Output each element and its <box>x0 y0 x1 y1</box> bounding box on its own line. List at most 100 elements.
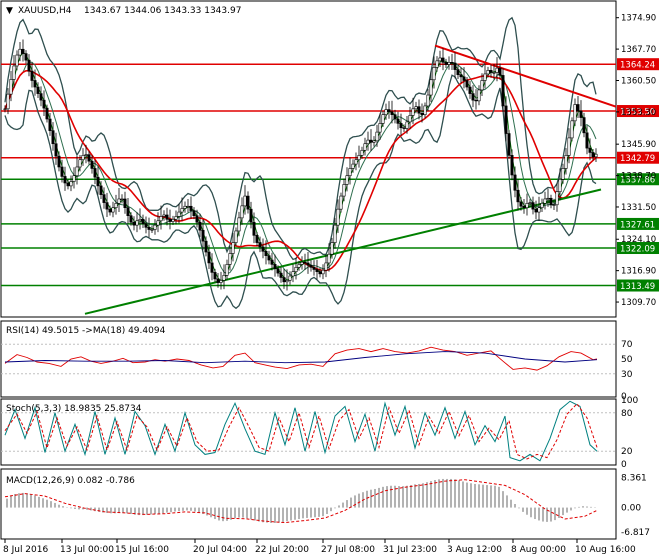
candle-body <box>228 253 232 265</box>
level-label: 1353.50 <box>620 108 655 118</box>
candle-body <box>198 221 202 231</box>
candle-body <box>303 261 307 264</box>
candle-body <box>474 99 478 102</box>
candle-body <box>507 133 511 156</box>
candle-body <box>564 155 568 169</box>
candle-body <box>99 185 103 195</box>
candle-body <box>324 262 328 271</box>
candle-body <box>204 240 208 253</box>
stoch-lines <box>1 400 616 462</box>
candle-body <box>75 166 79 177</box>
candle-body <box>189 205 193 211</box>
candle-body <box>342 184 346 197</box>
stoch-panel: Stoch(5,3,3) 18.9835 25.8734 <box>0 398 617 466</box>
price-panel: ▼ XAUUSD,H4 1343.67 1344.06 1343.33 1343… <box>0 0 617 318</box>
candle-body <box>177 211 181 217</box>
candle-body <box>444 62 448 65</box>
level-tag <box>617 105 659 118</box>
candle-body <box>345 175 349 185</box>
candle-body <box>33 80 37 88</box>
candle-body <box>87 154 91 162</box>
candle-body <box>132 221 136 226</box>
stoch-y-axis: 100 80 20 0 <box>621 396 638 470</box>
candle-body <box>402 127 406 129</box>
candle-body <box>186 205 190 208</box>
price-tick-label: 1367.70 <box>621 45 656 55</box>
candle-body <box>528 202 532 204</box>
candle-body <box>330 242 334 255</box>
candle-body <box>66 182 70 187</box>
candle-body <box>273 264 277 270</box>
candle-body <box>546 197 550 200</box>
candle-body <box>426 94 430 107</box>
candle-body <box>171 219 175 222</box>
candle-body <box>153 224 157 230</box>
level-tag <box>617 151 659 164</box>
candle-body <box>495 67 499 73</box>
candle-body <box>456 69 460 75</box>
candle-body <box>249 208 253 223</box>
candle-body <box>390 111 394 115</box>
candle-body <box>147 227 151 230</box>
candle-body <box>105 202 109 210</box>
candle-body <box>237 217 241 232</box>
candle-body <box>543 198 547 204</box>
candle-body <box>123 198 127 208</box>
stoch-tick-label: 80 <box>621 409 633 419</box>
macd-y-axis: 8.361 0.00 -6.817 <box>621 474 650 538</box>
macd-tick-label: -6.817 <box>621 528 650 538</box>
rsi-tick-label: 30 <box>621 370 633 380</box>
rsi-tick-label: 70 <box>621 340 633 350</box>
candle-body <box>465 80 469 88</box>
rsi-line <box>4 346 598 371</box>
candle-body <box>492 72 496 74</box>
candle-body <box>270 259 274 265</box>
candle-body <box>306 262 310 266</box>
candle-body <box>366 139 370 145</box>
candle-body <box>252 221 256 236</box>
candle-body <box>162 214 166 217</box>
candle-body <box>15 54 19 67</box>
candle-body <box>408 115 412 123</box>
candle-body <box>363 143 367 151</box>
candle-body <box>582 117 586 134</box>
candle-body <box>480 80 484 91</box>
rsi-y-axis: 70 50 30 0 <box>621 340 633 402</box>
candle-body <box>354 159 358 165</box>
candle-body <box>585 132 589 149</box>
stoch-signal-line <box>4 403 598 460</box>
candle-body <box>321 269 325 275</box>
macd-signal-line <box>4 479 598 524</box>
candle-body <box>21 48 25 54</box>
candle-body <box>489 70 493 73</box>
stoch-title: Stoch(5,3,3) 18.9835 25.8734 <box>6 404 142 414</box>
candle-body <box>570 120 574 139</box>
candle-body <box>201 229 205 242</box>
candle-body <box>510 155 514 176</box>
candle-body <box>357 155 361 161</box>
candle-body <box>192 210 196 216</box>
candle-body <box>165 214 169 220</box>
candle-body <box>573 104 577 122</box>
price-tick-label: 1374.90 <box>621 14 656 24</box>
candle-body <box>174 216 178 220</box>
rsi-lines <box>1 343 616 375</box>
candle-body <box>291 271 295 277</box>
time-tick-label: 13 Jul 00:00 <box>60 545 114 555</box>
candle-body <box>309 264 313 268</box>
candle-body <box>534 208 538 213</box>
slow-ma-line <box>4 70 597 272</box>
macd-bars <box>4 478 598 524</box>
candle-body <box>519 201 523 207</box>
candle-body <box>450 62 454 64</box>
uptrend-line <box>84 188 602 315</box>
candle-body <box>120 198 124 201</box>
candle-body <box>558 179 562 193</box>
candle-body <box>81 155 85 161</box>
candle-body <box>447 62 451 65</box>
level-tag <box>617 58 659 71</box>
time-tick-label: 22 Jul 20:00 <box>255 545 309 555</box>
level-label: 1337.86 <box>620 176 655 186</box>
